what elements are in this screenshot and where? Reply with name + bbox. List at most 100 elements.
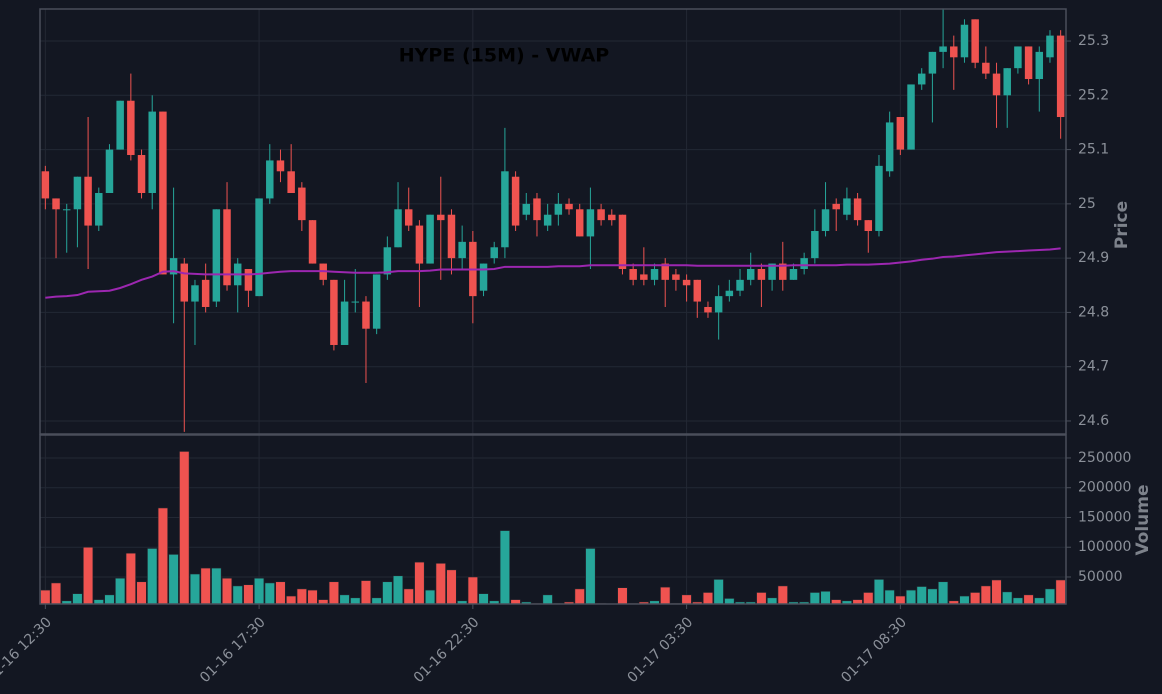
- volume-bar: [104, 594, 115, 605]
- candle-body: [971, 19, 979, 63]
- y-tick-label: 25.3: [1078, 33, 1109, 49]
- candle-body: [287, 171, 295, 194]
- volume-bar: [713, 579, 724, 605]
- volume-bar: [1012, 597, 1024, 605]
- volume-bar: [360, 580, 372, 605]
- volume-bar: [72, 593, 83, 605]
- volume-bar: [221, 577, 233, 605]
- candle-body: [372, 274, 381, 329]
- candle-body: [1024, 46, 1033, 80]
- candle-body: [917, 73, 926, 85]
- candle-body: [116, 100, 124, 150]
- candle-body: [896, 117, 905, 150]
- chart-title: HYPE (15M) - VWAP: [399, 45, 610, 67]
- volume-bar: [264, 582, 275, 605]
- volume-bar: [157, 507, 169, 605]
- candle-body: [746, 268, 755, 280]
- candle-body: [1046, 35, 1054, 58]
- candle-body: [201, 279, 210, 307]
- candle-body: [1056, 35, 1065, 118]
- volume-bar: [136, 581, 147, 605]
- candle-body: [383, 247, 392, 275]
- candle-body: [682, 279, 691, 286]
- volume-bar: [777, 585, 788, 605]
- candle-body: [800, 258, 808, 269]
- volume-axis-label: Volume: [1133, 484, 1153, 555]
- volume-bar: [1002, 591, 1013, 605]
- volume-bar: [702, 592, 714, 605]
- volume-tick-label: 100000: [1078, 539, 1131, 555]
- candle-body: [875, 165, 883, 231]
- volume-tick-label: 250000: [1078, 450, 1131, 466]
- volume-bar: [585, 548, 596, 605]
- candle-body: [95, 193, 103, 226]
- volume-bar: [232, 585, 243, 605]
- volume-bar: [200, 567, 211, 605]
- candle-body: [255, 198, 263, 297]
- volume-bar: [809, 592, 820, 605]
- candle-body: [821, 209, 830, 231]
- volume-bar: [179, 451, 190, 605]
- candle-body: [640, 274, 648, 280]
- volume-bar: [1055, 579, 1066, 605]
- volume-tick-label: 50000: [1078, 569, 1123, 585]
- volume-bar: [916, 586, 927, 605]
- candle-body: [618, 214, 627, 269]
- volume-bar: [980, 585, 991, 605]
- volume-bar: [724, 598, 735, 605]
- candle-body: [41, 171, 50, 199]
- volume-bar: [884, 589, 895, 605]
- candle-body: [52, 198, 60, 210]
- volume-bar: [820, 590, 831, 605]
- candle-body: [608, 214, 616, 221]
- volume-bar: [660, 586, 671, 605]
- candle-body: [447, 214, 456, 259]
- candle-body: [298, 187, 306, 221]
- volume-bar: [414, 561, 425, 605]
- volume-bar: [168, 554, 179, 605]
- candle-body: [127, 100, 135, 156]
- volume-bar: [467, 576, 478, 605]
- y-tick-label: 24.9: [1078, 250, 1109, 266]
- volume-bar: [339, 594, 350, 605]
- candle-body: [330, 279, 338, 345]
- volume-bar: [392, 575, 404, 605]
- candle-body: [586, 209, 595, 237]
- vwap-line: [45, 247, 1061, 299]
- volume-bar: [927, 588, 938, 605]
- candle-body: [511, 176, 520, 226]
- volume-bar: [307, 589, 318, 605]
- volume-bar: [478, 593, 489, 605]
- candle-body: [928, 51, 937, 74]
- candle-body: [159, 111, 167, 275]
- candle-body: [950, 46, 958, 58]
- candle-body: [554, 203, 563, 215]
- candle-body: [725, 290, 734, 297]
- volume-bar: [905, 589, 917, 605]
- volume-bar: [863, 592, 874, 605]
- candle-body: [351, 301, 360, 303]
- candle-body: [308, 220, 317, 264]
- candle-body: [479, 263, 488, 291]
- candle-body: [501, 171, 509, 248]
- volume-bar: [766, 597, 778, 605]
- volume-bar: [253, 577, 265, 605]
- volume-bar: [937, 581, 949, 605]
- volume-bar: [617, 587, 628, 605]
- volume-bar: [1023, 594, 1034, 605]
- volume-bar: [40, 589, 51, 605]
- volume-bar: [296, 588, 307, 605]
- candle-body: [864, 220, 873, 231]
- candle-body: [779, 263, 787, 280]
- volume-bar: [350, 597, 361, 605]
- candle-body: [394, 209, 402, 248]
- plot-layer: [40, 8, 1066, 605]
- volume-bar: [371, 597, 382, 605]
- volume-tick-label: 200000: [1078, 480, 1131, 496]
- candle-body: [789, 268, 798, 280]
- volume-bar: [574, 588, 585, 605]
- candle-body: [105, 149, 114, 194]
- volume-bar: [499, 530, 511, 605]
- candle-body: [533, 198, 541, 221]
